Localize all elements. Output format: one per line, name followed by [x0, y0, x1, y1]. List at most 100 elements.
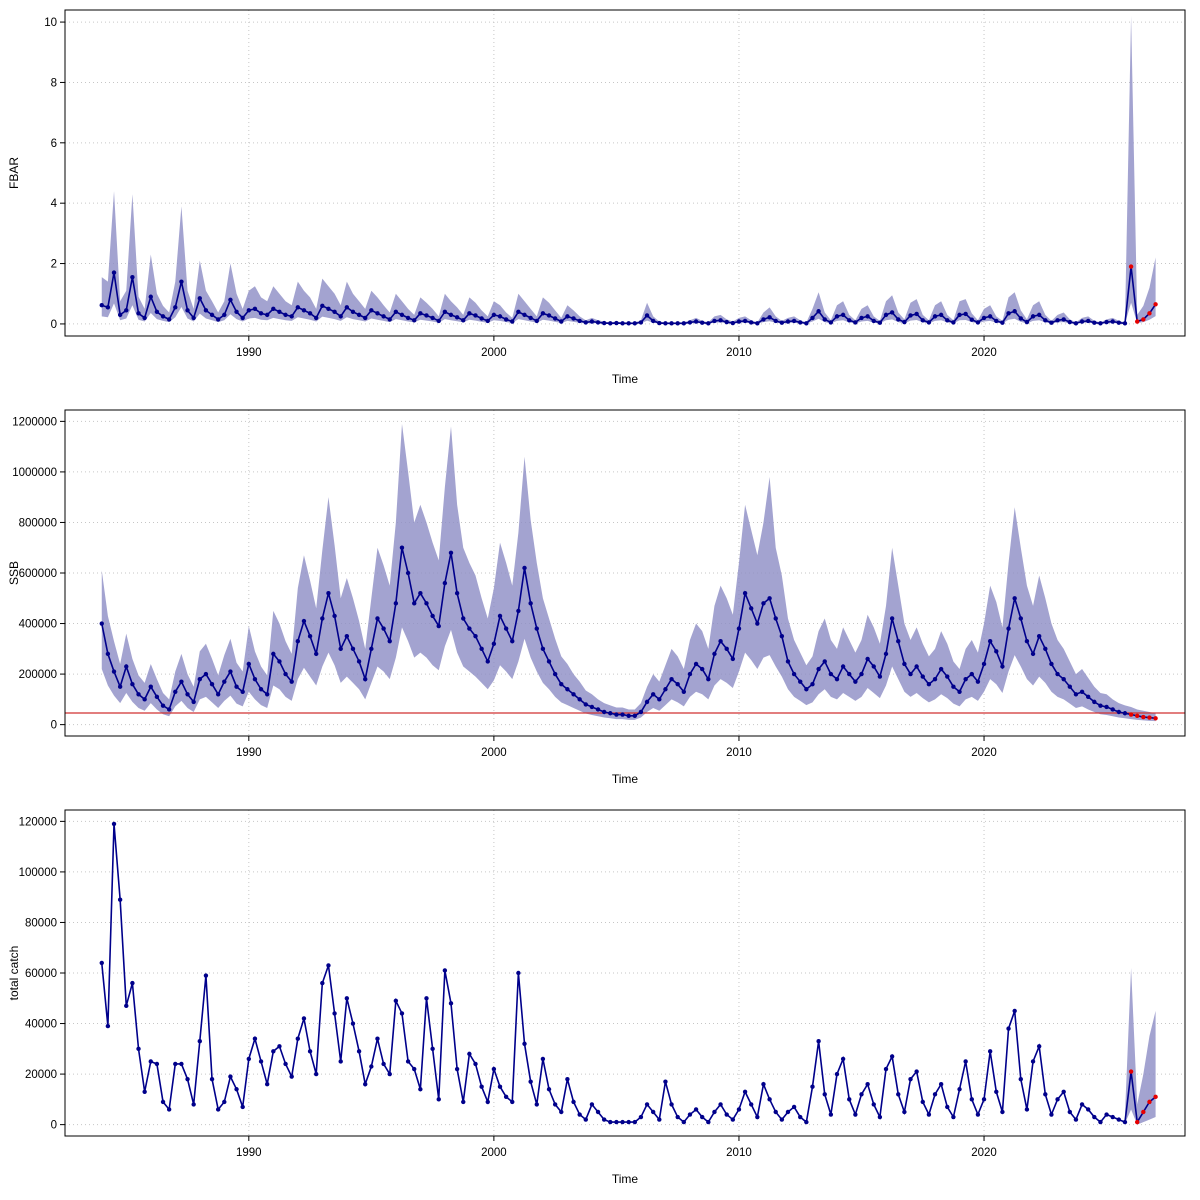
data-point	[767, 1097, 772, 1102]
confidence-band	[101, 16, 1156, 324]
data-point	[320, 616, 325, 621]
data-point	[234, 684, 239, 689]
data-point	[736, 319, 742, 324]
data-point	[271, 651, 276, 657]
data-point	[608, 711, 613, 716]
x-axis-label-time-2: Time	[611, 772, 639, 786]
data-point	[816, 666, 821, 672]
plot-border	[64, 9, 1186, 337]
data-point	[258, 311, 264, 316]
data-point	[503, 1094, 509, 1100]
data-point	[938, 312, 944, 318]
data-point	[485, 318, 490, 324]
data-point	[650, 318, 656, 324]
data-point	[289, 679, 294, 684]
data-point	[1012, 1008, 1017, 1014]
data-point	[559, 319, 564, 324]
data-point	[718, 318, 723, 323]
data-point	[1012, 596, 1017, 601]
data-point	[920, 1099, 925, 1105]
data-point	[669, 676, 674, 682]
data-point	[405, 570, 411, 576]
y-tick-label: 10	[44, 17, 57, 29]
data-point	[675, 321, 680, 326]
data-point	[295, 1036, 301, 1041]
data-point	[1036, 633, 1042, 639]
data-point	[350, 309, 356, 315]
data-point	[516, 309, 521, 315]
data-point	[883, 312, 889, 318]
forecast-point	[1141, 714, 1146, 720]
data-point	[957, 1087, 962, 1092]
x-tick-label: 2020	[971, 1147, 997, 1159]
data-point	[681, 689, 687, 694]
data-point	[632, 321, 638, 326]
data-point	[314, 651, 319, 657]
data-point	[804, 1119, 809, 1125]
data-point	[798, 1114, 803, 1120]
data-point	[681, 1119, 687, 1125]
data-point	[675, 681, 680, 687]
data-point	[301, 618, 307, 624]
data-point	[510, 639, 515, 644]
data-point	[559, 681, 564, 687]
data-point	[1098, 703, 1103, 708]
data-point	[130, 980, 135, 986]
data-point	[657, 320, 662, 326]
data-point	[301, 1016, 307, 1021]
data-point	[252, 306, 258, 312]
data-point	[871, 664, 876, 669]
data-point	[577, 697, 582, 702]
data-point	[638, 709, 644, 715]
data-point	[454, 1066, 460, 1072]
data-point	[277, 659, 282, 664]
data-point	[393, 998, 399, 1003]
data-point	[1122, 711, 1128, 716]
data-point	[565, 314, 570, 319]
data-point	[840, 664, 846, 669]
data-point	[975, 1112, 981, 1117]
data-point	[160, 314, 166, 319]
fbar-panel: 1990 2000 2010 2020 0 2 4 6 8 10 FBAR Time	[0, 0, 1200, 400]
data-point	[840, 312, 846, 318]
data-point	[283, 312, 288, 318]
data-point	[295, 639, 301, 644]
data-point	[785, 319, 791, 324]
data-point	[804, 321, 809, 326]
data-point	[436, 1097, 441, 1102]
data-point	[105, 305, 111, 310]
data-point	[1079, 689, 1085, 694]
data-point	[742, 318, 748, 324]
data-point	[503, 626, 509, 631]
data-point	[945, 1104, 950, 1110]
data-point	[497, 314, 503, 319]
data-point	[749, 320, 754, 325]
data-point	[1092, 320, 1097, 325]
y-tick-label: 0	[51, 720, 57, 732]
data-point	[430, 613, 435, 619]
data-point	[209, 681, 215, 687]
data-point	[865, 314, 870, 319]
data-point	[1036, 312, 1042, 318]
data-point	[1085, 1107, 1091, 1112]
data-point	[448, 312, 454, 318]
data-point	[1030, 314, 1036, 319]
data-point	[681, 321, 687, 326]
x-tick-label: 2010	[726, 747, 752, 759]
data-point	[1104, 319, 1109, 325]
data-point	[442, 309, 448, 315]
data-point	[522, 312, 527, 318]
data-point	[871, 1102, 876, 1107]
y-tick-label: 40000	[25, 1019, 57, 1031]
data-point	[620, 1119, 625, 1125]
y-tick-label: 0	[51, 319, 57, 331]
data-point	[883, 651, 889, 657]
data-point	[963, 676, 968, 682]
data-point	[326, 591, 331, 596]
data-point	[203, 308, 209, 313]
data-point	[117, 897, 123, 902]
data-point	[663, 687, 668, 692]
data-point	[191, 699, 196, 705]
data-point	[124, 1003, 129, 1009]
data-point	[840, 1056, 846, 1062]
